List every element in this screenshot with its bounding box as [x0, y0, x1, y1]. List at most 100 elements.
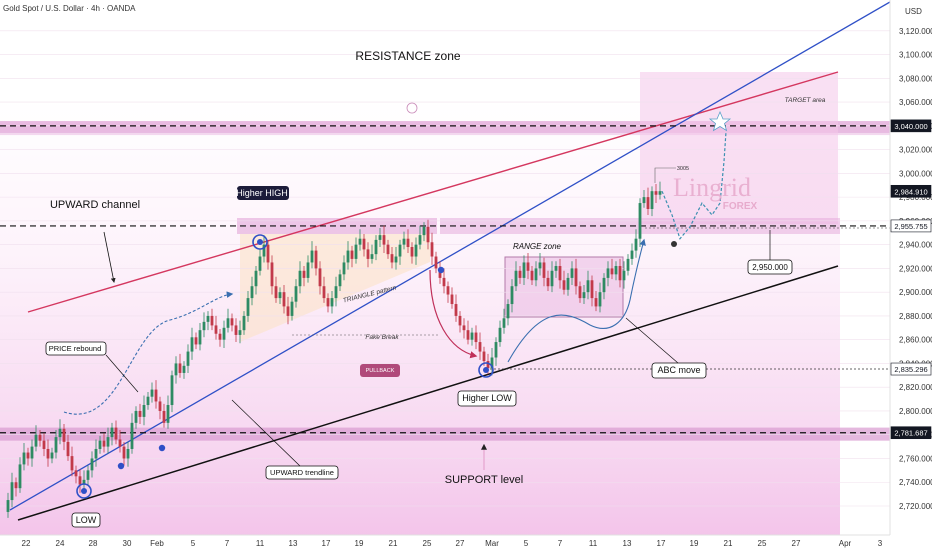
annotation-0: RESISTANCE zone — [355, 49, 460, 63]
candle-body-57 — [230, 318, 234, 326]
candle-body-64 — [258, 256, 262, 271]
candle-body-47 — [190, 337, 194, 352]
candle-body-16 — [66, 441, 70, 457]
candle-body-107 — [430, 242, 434, 257]
candle-body-2 — [10, 482, 14, 501]
y-tick-5: 3,020.000 — [899, 146, 932, 155]
candle-body-139 — [558, 266, 562, 281]
candle-body-137 — [550, 270, 554, 287]
price-label-4: 2,781.687 — [894, 429, 927, 438]
x-tick-19: 17 — [657, 539, 666, 548]
candle-body-83 — [334, 286, 338, 299]
trend-touch-0 — [158, 444, 166, 452]
candle-body-60 — [242, 315, 246, 331]
candle-body-23 — [94, 448, 98, 459]
y-tick-15: 2,820.000 — [899, 383, 932, 392]
candle-body-121 — [486, 361, 490, 369]
candle-body-109 — [438, 268, 442, 278]
candle-body-26 — [106, 437, 110, 447]
candle-body-155 — [622, 270, 626, 281]
candle-body-28 — [114, 427, 118, 440]
candle-body-40 — [162, 410, 166, 423]
candle-body-8 — [34, 434, 38, 447]
candle-body-113 — [454, 304, 458, 316]
x-tick-16: 7 — [558, 539, 563, 548]
candle-body-112 — [450, 294, 454, 305]
candle-body-7 — [30, 446, 34, 459]
candle-body-145 — [582, 292, 586, 299]
candle-body-87 — [350, 250, 354, 259]
candle-body-70 — [282, 292, 286, 307]
candle-body-77 — [310, 250, 314, 263]
x-tick-4: Feb — [150, 539, 164, 548]
candle-body-41 — [166, 405, 170, 423]
candle-body-117 — [470, 332, 474, 340]
annotation-9: ABC move — [657, 365, 700, 375]
candle-body-55 — [222, 327, 226, 340]
x-tick-14: Mar — [485, 539, 499, 548]
candle-body-73 — [294, 286, 298, 302]
candle-body-14 — [58, 428, 62, 438]
candle-body-156 — [626, 258, 630, 271]
candle-body-126 — [506, 304, 510, 319]
candle-body-1 — [6, 500, 10, 512]
x-tick-13: 27 — [456, 539, 465, 548]
candle-body-100 — [402, 238, 406, 245]
candle-body-35 — [142, 405, 146, 417]
candle-body-93 — [374, 239, 378, 255]
candle-body-149 — [598, 292, 602, 307]
x-tick-10: 19 — [355, 539, 364, 548]
y-tick-10: 2,920.000 — [899, 264, 932, 273]
candle-body-66 — [266, 244, 270, 263]
price-label-box-1 — [890, 184, 932, 198]
candle-body-146 — [586, 280, 590, 293]
candle-body-3 — [14, 482, 18, 489]
candle-body-22 — [90, 458, 94, 471]
y-tick-7: 2,980.000 — [899, 193, 932, 202]
candle-body-120 — [482, 351, 486, 362]
y-tick-19: 2,740.000 — [899, 478, 932, 487]
candle-body-51 — [206, 315, 210, 322]
candle-body-39 — [158, 401, 162, 411]
upward-trendline — [9, 1, 891, 511]
candle-body-124 — [498, 327, 502, 343]
candle-body-78 — [314, 250, 318, 269]
candle-body-33 — [134, 410, 138, 423]
pivot-circle-2 — [76, 483, 92, 499]
candle-body-159 — [638, 203, 642, 239]
trend-touch-2 — [437, 266, 445, 274]
target-area-panel — [640, 72, 838, 224]
candle-body-80 — [322, 286, 326, 299]
annotation-box-9 — [651, 362, 707, 379]
candle-body-148 — [594, 298, 598, 307]
x-tick-9: 17 — [322, 539, 331, 548]
candle-body-34 — [138, 410, 142, 417]
candle-body-4 — [18, 464, 22, 489]
candle-body-157 — [630, 250, 634, 259]
x-tick-23: 27 — [792, 539, 801, 548]
candle-body-138 — [554, 266, 558, 271]
annotation-box-7 — [457, 390, 517, 407]
projection-path — [661, 131, 727, 240]
candle-body-61 — [246, 298, 250, 316]
annotation-14: LOW — [76, 515, 97, 525]
annotation-box-14 — [71, 512, 101, 528]
candle-body-5 — [22, 452, 26, 465]
rebound-pointer — [105, 354, 139, 393]
annotation-6: PULLBACK — [366, 368, 395, 374]
candle-body-91 — [366, 249, 370, 259]
candle-body-37 — [150, 389, 154, 397]
time-axis-panel — [0, 535, 932, 550]
y-tick-16: 2,800.000 — [899, 407, 932, 416]
candle-body-99 — [398, 244, 402, 257]
candle-body-50 — [202, 321, 206, 331]
annotation-2: UPWARD channel — [50, 199, 140, 211]
candle-body-18 — [74, 470, 78, 477]
candle-body-27 — [110, 427, 114, 438]
candle-body-84 — [338, 274, 342, 287]
candle-body-69 — [278, 292, 282, 299]
candle-body-52 — [210, 315, 214, 326]
candle-body-130 — [522, 262, 526, 278]
pivot-dot-2 — [81, 488, 87, 494]
